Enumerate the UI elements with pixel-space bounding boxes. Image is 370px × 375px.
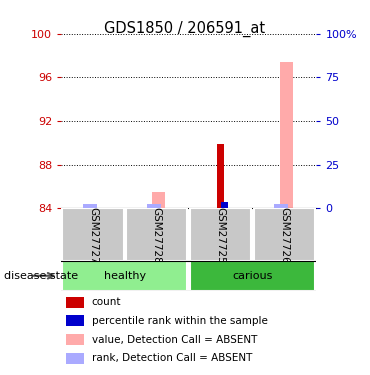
Bar (190, 209, 251, 261)
Bar (190, 261, 315, 291)
Bar (280, 62, 293, 208)
Text: percentile rank within the sample: percentile rank within the sample (92, 316, 268, 326)
Bar (66, 315, 84, 326)
Bar (254, 209, 315, 261)
Bar (147, 204, 161, 209)
Text: GSM27726: GSM27726 (279, 207, 289, 264)
Text: GSM27728: GSM27728 (152, 207, 162, 264)
Text: disease state: disease state (4, 271, 78, 281)
Bar (221, 202, 228, 208)
Text: count: count (92, 297, 121, 307)
Bar (90, 208, 96, 209)
Bar (83, 204, 97, 209)
Bar (62, 209, 124, 261)
Bar (66, 353, 84, 364)
Text: GDS1850 / 206591_at: GDS1850 / 206591_at (104, 21, 266, 37)
Bar (281, 208, 287, 209)
Bar (274, 204, 288, 209)
Bar (126, 209, 188, 261)
Bar (66, 334, 84, 345)
Text: GSM27725: GSM27725 (216, 207, 226, 264)
Bar (66, 297, 84, 307)
Bar (62, 261, 188, 291)
Bar (218, 144, 224, 208)
Text: healthy: healthy (104, 271, 146, 281)
Text: carious: carious (232, 271, 273, 281)
Bar (152, 192, 165, 208)
Bar (152, 204, 165, 209)
Text: value, Detection Call = ABSENT: value, Detection Call = ABSENT (92, 334, 257, 345)
Text: rank, Detection Call = ABSENT: rank, Detection Call = ABSENT (92, 353, 252, 363)
Text: GSM27727: GSM27727 (88, 207, 98, 264)
Bar (154, 208, 160, 209)
